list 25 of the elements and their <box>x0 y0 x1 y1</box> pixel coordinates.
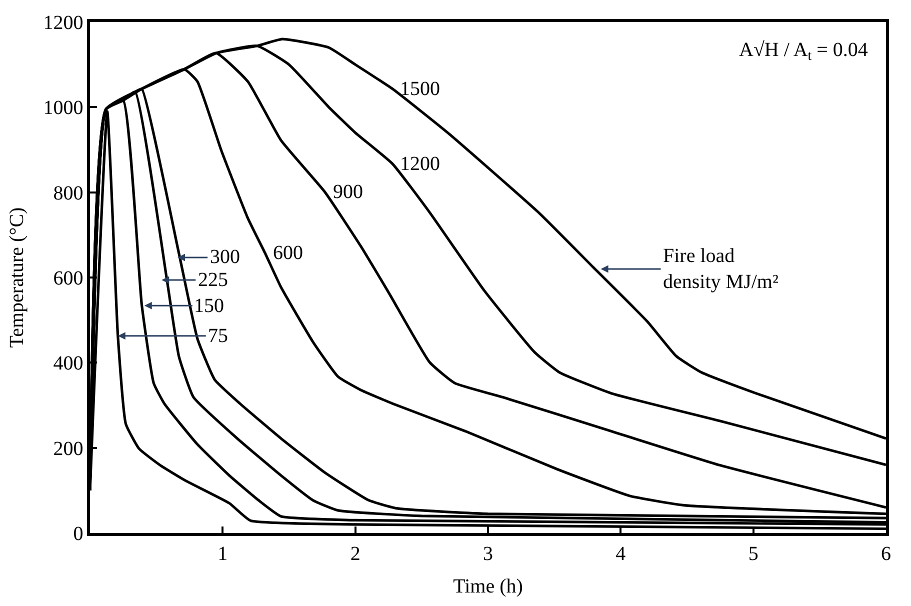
annotation: 225 <box>198 269 228 291</box>
annotation: 900 <box>333 181 363 203</box>
x-axis-title: Time (h) <box>453 575 523 598</box>
annotation: 1500 <box>400 78 440 100</box>
y-tick-label: 1000 <box>43 97 84 120</box>
annotation: Fire load density MJ/m² <box>663 245 778 293</box>
y-tick-label: 600 <box>53 268 84 290</box>
y-tick-label: 200 <box>53 438 84 460</box>
annotation: 1200 <box>400 153 440 175</box>
x-tick-label: 2 <box>350 542 360 565</box>
annotation: 600 <box>273 242 303 264</box>
x-tick-label: 5 <box>748 542 758 565</box>
x-tick-label: 6 <box>881 542 891 565</box>
annotation: 300 <box>210 246 240 268</box>
y-tick-label: 800 <box>53 182 84 204</box>
x-tick-label: 3 <box>483 542 493 565</box>
annotation: 75 <box>208 325 228 347</box>
annotation: A√H / A$_{t}$ = 0.04 <box>739 39 868 64</box>
y-tick-label: 0 <box>73 523 84 545</box>
annotation: 150 <box>194 295 224 317</box>
x-tick-label: 4 <box>616 542 626 565</box>
y-axis-title: Temperature (°C) <box>6 207 28 348</box>
x-tick-label: 1 <box>218 542 228 565</box>
y-tick-label: 1200 <box>43 12 84 34</box>
y-tick-label: 400 <box>53 352 84 375</box>
